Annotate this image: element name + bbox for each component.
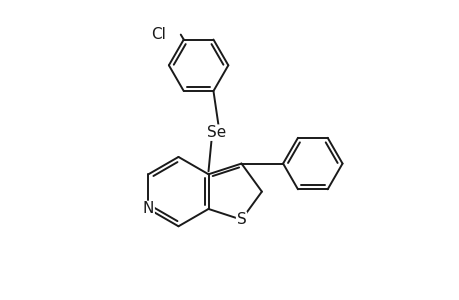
Text: Cl: Cl <box>151 27 166 42</box>
Text: S: S <box>236 212 246 227</box>
Text: Se: Se <box>207 125 225 140</box>
Text: N: N <box>142 201 154 216</box>
